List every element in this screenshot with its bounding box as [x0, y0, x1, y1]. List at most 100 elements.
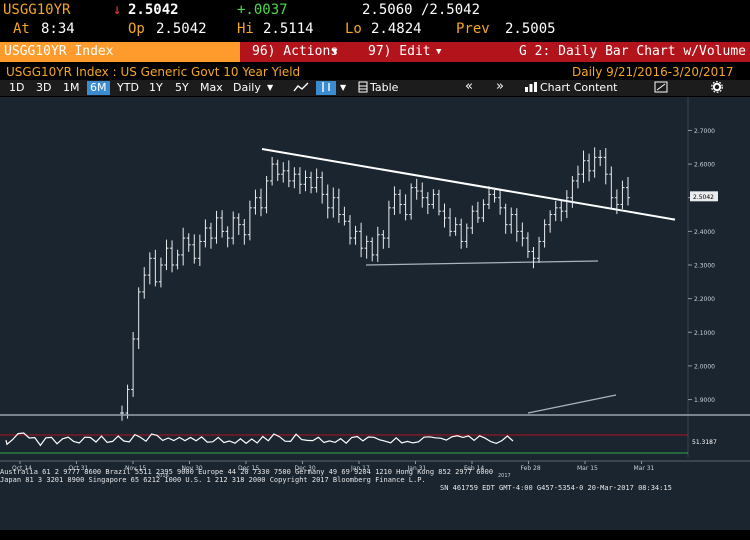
- line-chart-icon[interactable]: [290, 81, 312, 95]
- x-tick-label: Feb 14: [464, 465, 484, 472]
- period-ytd[interactable]: YTD: [117, 81, 139, 94]
- price-bar: [342, 206, 347, 226]
- prev-value: 2.5005: [505, 21, 556, 37]
- table-icon[interactable]: [355, 81, 371, 95]
- price-bar: [175, 249, 180, 270]
- price-bar: [181, 227, 186, 266]
- price-bar: [375, 226, 380, 262]
- chart-content-button[interactable]: Chart Content: [540, 81, 618, 94]
- price-bar: [203, 219, 208, 248]
- price-bar: [236, 213, 241, 235]
- price-bar: [475, 201, 480, 223]
- price-bar: [598, 149, 603, 167]
- annotate-icon[interactable]: [651, 81, 671, 95]
- last-price: 2.5042: [128, 2, 179, 18]
- price-bar: [275, 159, 280, 181]
- x-tick-label: Feb 28: [521, 465, 541, 472]
- price-bar: [453, 217, 458, 236]
- year-label: 2017: [498, 473, 511, 479]
- net-change: +.0037: [237, 2, 288, 18]
- last-value-box: [690, 191, 718, 202]
- prev-label: Prev: [456, 21, 490, 37]
- y-axis: 2.70002.60002.50002.40002.30002.20002.10…: [688, 128, 718, 404]
- price-bar: [553, 200, 558, 222]
- x-tick-label: Nov 15: [125, 465, 146, 472]
- chart-type-dropdown-icon[interactable]: ▼: [340, 83, 347, 92]
- price-bar: [231, 211, 236, 245]
- price-bar: [403, 194, 408, 221]
- period-1y[interactable]: 1Y: [149, 81, 163, 94]
- support-line: [365, 260, 599, 266]
- price-chart[interactable]: 2.70002.60002.50002.40002.30002.20002.10…: [0, 97, 750, 530]
- period-1d[interactable]: 1D: [9, 81, 25, 94]
- security-field[interactable]: USGG10YR Index: [0, 42, 240, 62]
- price-bar: [498, 190, 503, 215]
- x-tick-label: Oct 14: [12, 465, 32, 472]
- period-max[interactable]: Max: [200, 81, 223, 94]
- chart-area[interactable]: 2.70002.60002.50002.40002.30002.20002.10…: [0, 97, 750, 530]
- price-bar: [436, 189, 441, 216]
- quote-row-2: At 8:34 Op 2.5042 Hi 2.5114 Lo 2.4824 Pr…: [0, 21, 750, 41]
- price-bar: [264, 175, 269, 214]
- actions-dropdown-icon[interactable]: ▼: [332, 47, 338, 57]
- bar-chart-type-icon[interactable]: [316, 81, 336, 95]
- price-bar: [153, 249, 158, 287]
- edit-dropdown-icon[interactable]: ▼: [436, 47, 442, 57]
- price-bar: [425, 192, 430, 215]
- rsi-panel: 51.3187: [0, 394, 750, 454]
- frequency-dropdown-icon[interactable]: ▼: [267, 83, 274, 92]
- period-6m[interactable]: 6M: [87, 81, 110, 95]
- scroll-back-icon[interactable]: «: [465, 79, 473, 94]
- price-bar: [131, 331, 136, 397]
- price-bar: [564, 190, 569, 219]
- price-bar: [448, 208, 453, 237]
- price-bar: [525, 232, 530, 258]
- period-1m[interactable]: 1M: [63, 81, 80, 94]
- price-bar: [620, 180, 625, 209]
- price-bar: [225, 226, 230, 248]
- price-bar: [548, 210, 553, 233]
- bid-ask: 2.5060 /2.5042: [362, 2, 481, 18]
- edit-menu[interactable]: 97) Edit: [368, 44, 431, 59]
- actions-menu[interactable]: 96) Actions: [252, 44, 339, 59]
- down-arrow-icon: ↓: [113, 2, 122, 18]
- price-bar: [386, 200, 391, 248]
- ticker: USGG10YR: [3, 2, 71, 18]
- price-bar: [309, 171, 314, 194]
- x-tick-label: Oct 31: [69, 465, 89, 472]
- low-value: 2.4824: [371, 21, 422, 37]
- price-bar: [147, 252, 152, 285]
- scroll-forward-icon[interactable]: »: [496, 79, 504, 94]
- settings-gear-icon[interactable]: [708, 81, 726, 95]
- open-label: Op: [128, 21, 145, 37]
- price-bar: [164, 239, 169, 271]
- price-bar: [247, 200, 252, 241]
- y-tick-label: 2.7000: [694, 128, 715, 135]
- rsi-value-box: [690, 437, 720, 446]
- price-bar: [320, 171, 325, 204]
- period-5y[interactable]: 5Y: [175, 81, 189, 94]
- period-3d[interactable]: 3D: [36, 81, 52, 94]
- trendlines: [261, 147, 676, 266]
- security-description: USGG10YR Index : US Generic Govt 10 Year…: [6, 65, 301, 79]
- chart-content-icon[interactable]: [521, 81, 541, 95]
- table-button[interactable]: Table: [370, 81, 399, 94]
- chart-title: G 2: Daily Bar Chart w/Volume: [519, 44, 746, 59]
- high-value: 2.5114: [263, 21, 314, 37]
- price-bar: [481, 199, 486, 222]
- price-bar: [570, 176, 575, 208]
- x-tick-label: Mar 31: [634, 465, 655, 472]
- price-bar: [492, 187, 497, 203]
- price-bar: [592, 147, 597, 178]
- price-bar: [259, 188, 264, 217]
- resistance-trendline: [261, 147, 676, 221]
- price-bar: [303, 170, 308, 192]
- price-bar: [281, 162, 286, 183]
- price-bar: [464, 223, 469, 248]
- price-bar: [459, 218, 464, 249]
- price-bar: [125, 384, 130, 419]
- date-range: Daily 9/21/2016-3/20/2017: [572, 65, 734, 79]
- x-tick-label: Dec 30: [295, 465, 316, 472]
- price-bar: [286, 160, 291, 188]
- frequency-select[interactable]: Daily: [233, 81, 261, 94]
